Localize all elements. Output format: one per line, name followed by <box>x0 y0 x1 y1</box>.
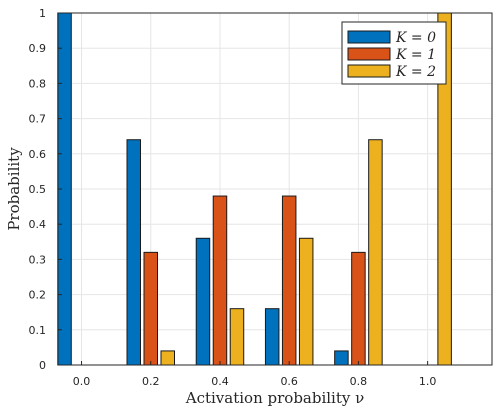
y-tick-label: 0.5 <box>29 183 47 196</box>
y-axis-label: Probability <box>5 147 23 231</box>
bar-k0-0.4 <box>195 237 211 366</box>
x-tick-label: 0.8 <box>350 375 368 388</box>
y-tick-label: 0.6 <box>29 148 47 161</box>
legend-swatch <box>347 64 391 78</box>
bar-k1-0.6 <box>281 195 297 366</box>
legend-label: K = 1 <box>395 47 436 63</box>
y-tick-label: 1 <box>39 7 46 20</box>
bar-k1-0.4 <box>212 195 228 366</box>
bar-k0-0.2 <box>126 139 142 366</box>
bar-k2-0.4 <box>229 308 245 366</box>
bar-k0-0.8 <box>334 350 349 366</box>
y-tick-label: 0.7 <box>29 113 47 126</box>
tick-labels: 0 0.1 0.2 0.3 0.4 0.5 0.6 0.7 0.8 0.9 1 0.0 0.2 0.4 0.… <box>29 7 437 388</box>
x-axis-label: Activation probability ν <box>185 389 365 407</box>
y-tick-label: 0.1 <box>29 324 47 337</box>
bar-k0-0.6 <box>264 308 280 366</box>
y-tick-label: 0.4 <box>29 218 47 231</box>
bar-k1-0.8 <box>351 251 366 366</box>
legend-swatch <box>347 30 391 44</box>
y-tick-label: 0.2 <box>29 289 47 302</box>
y-tick-label: 0 <box>39 359 46 372</box>
x-tick-label: 0.2 <box>142 375 160 388</box>
y-tick-label: 0.9 <box>29 42 47 55</box>
bar-k2-0.8 <box>368 139 383 366</box>
x-tick-label: 1.0 <box>419 375 437 388</box>
legend: K = 0K = 1K = 2 <box>341 21 447 85</box>
bar-k2-0.6 <box>298 237 314 366</box>
x-tick-label: 0.4 <box>211 375 229 388</box>
legend-swatch <box>347 47 391 61</box>
bar-k1-0.2 <box>143 251 159 366</box>
x-tick-label: 0.0 <box>73 375 91 388</box>
legend-label: K = 0 <box>395 30 436 46</box>
y-tick-label: 0.3 <box>29 253 47 266</box>
bar-k2-0.2 <box>160 350 176 366</box>
x-tick-label: 0.6 <box>280 375 298 388</box>
legend-label: K = 2 <box>395 64 436 80</box>
y-tick-label: 0.8 <box>29 77 47 90</box>
